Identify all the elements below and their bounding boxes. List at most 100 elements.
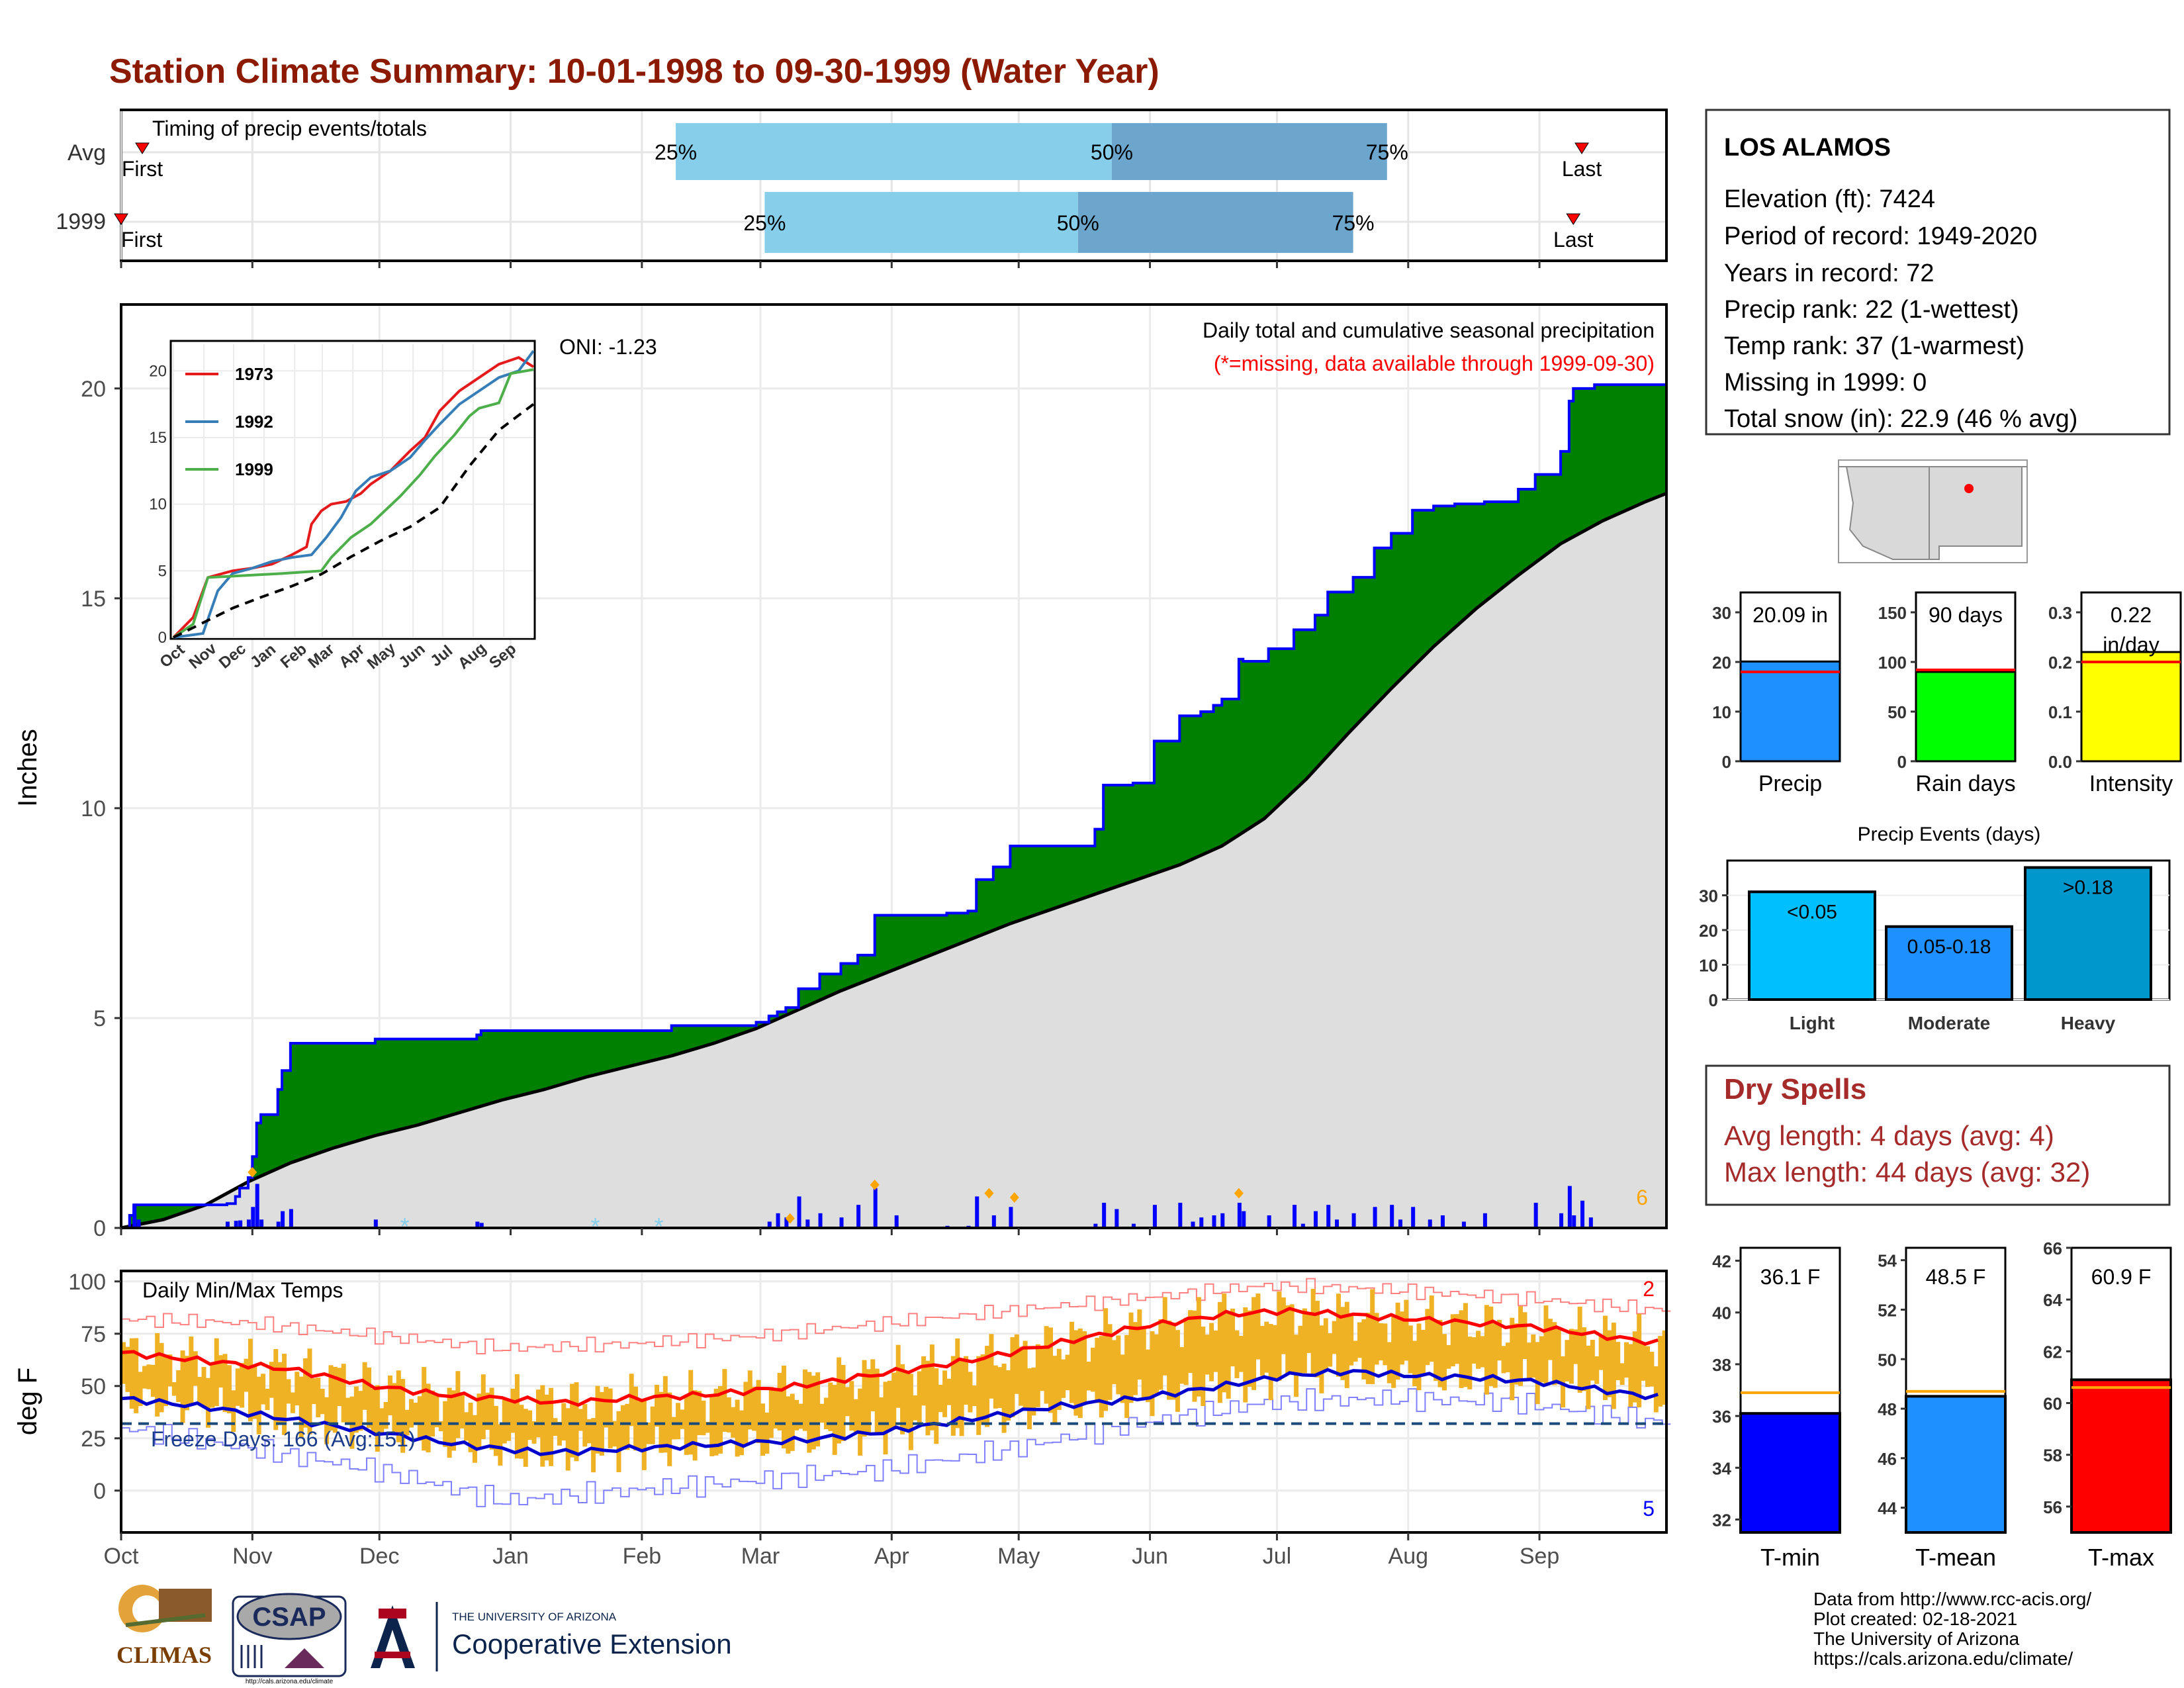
daily-temp-bar <box>1378 1323 1383 1361</box>
daily-temp-bar <box>735 1399 740 1457</box>
temp-summary-ytick-label: 44 <box>1878 1499 1897 1519</box>
daily-temp-bar <box>832 1385 837 1455</box>
daily-temp-bar <box>655 1385 660 1427</box>
daily-temp-bar <box>409 1399 414 1428</box>
ua-logo: THE UNIVERSITY OF ARIZONA Cooperative Ex… <box>363 1602 732 1671</box>
daily-temp-bar <box>929 1344 934 1430</box>
daily-temp-bar <box>1637 1313 1642 1408</box>
temp-summary-ytick-label: 62 <box>2043 1342 2062 1362</box>
record-max-line <box>121 1278 1671 1354</box>
credit-line: https://cals.arizona.edu/climate/ <box>1813 1648 2073 1669</box>
events-bar <box>1748 890 1876 1001</box>
precip-ytick-label: 0 <box>93 1216 106 1241</box>
daily-temp-bar <box>341 1364 346 1423</box>
daily-temp-bar <box>1383 1323 1388 1366</box>
daily-temp-bar <box>531 1421 537 1444</box>
daily-temp-bar <box>379 1408 385 1434</box>
daily-temp-bar <box>849 1381 854 1431</box>
temp-ylabel: deg F <box>13 1368 42 1435</box>
daily-temp-bar <box>171 1382 177 1396</box>
month-label: Nov <box>232 1544 272 1569</box>
daily-temp-bar <box>430 1390 435 1437</box>
daily-temp-bar <box>722 1369 727 1432</box>
daily-temp-bar <box>578 1409 583 1431</box>
daily-precip-bar <box>276 1221 281 1228</box>
daily-temp-bar <box>388 1375 393 1416</box>
daily-temp-bar <box>1582 1327 1587 1391</box>
daily-temp-bar <box>549 1387 554 1466</box>
station-line: Period of record: 1949-2020 <box>1724 222 2037 250</box>
daily-temp-bar <box>1336 1293 1342 1377</box>
daily-temp-bar <box>620 1405 625 1449</box>
daily-temp-bar <box>324 1397 330 1444</box>
daily-temp-bar <box>1416 1323 1422 1391</box>
daily-temp-bar <box>841 1364 846 1441</box>
daily-precip-bar <box>234 1221 238 1228</box>
inset-ytick-label: 15 <box>149 429 167 447</box>
daily-precip-bar <box>1199 1217 1204 1228</box>
daily-precip-bar <box>1326 1205 1331 1228</box>
daily-temp-bar <box>1056 1348 1062 1410</box>
daily-temp-bar <box>1484 1305 1489 1395</box>
temp-panel-title: Daily Min/Max Temps <box>142 1278 343 1302</box>
daily-temp-bar <box>667 1392 672 1466</box>
daily-temp-bar <box>1569 1329 1574 1384</box>
summary-bar <box>1915 671 2017 763</box>
daily-precip-bar <box>1009 1207 1013 1228</box>
events-ytick-label: 30 <box>1699 886 1718 906</box>
daily-temp-bar <box>1095 1337 1100 1403</box>
daily-temp-bar <box>612 1421 617 1447</box>
daily-temp-bar <box>1645 1346 1651 1387</box>
daily-temp-bar <box>713 1388 719 1456</box>
daily-temp-bar <box>1619 1363 1625 1385</box>
daily-temp-bar <box>557 1422 562 1446</box>
daily-temp-bar <box>362 1362 367 1410</box>
daily-temp-bar <box>506 1399 512 1441</box>
daily-temp-bar <box>1603 1315 1608 1401</box>
cumulative-precip-line <box>121 383 1666 1229</box>
daily-temp-bar <box>1146 1349 1151 1403</box>
daily-temp-bar <box>837 1357 842 1444</box>
daily-precip-bar <box>1237 1202 1242 1228</box>
inset-ytick-label: 10 <box>149 496 167 514</box>
daily-temp-bar <box>240 1363 245 1408</box>
daily-temp-bar <box>1463 1303 1468 1387</box>
daily-temp-bar <box>155 1333 160 1417</box>
daily-temp-bar <box>887 1380 892 1429</box>
daily-temp-bar <box>1082 1331 1087 1405</box>
daily-temp-bar <box>1251 1297 1257 1390</box>
daily-temp-bar <box>1492 1323 1498 1388</box>
daily-temp-bar <box>1158 1319 1163 1390</box>
temp-ytick-label: 0 <box>93 1479 106 1504</box>
daily-temp-bar <box>938 1384 943 1413</box>
daily-precip-bar <box>1482 1213 1487 1228</box>
daily-temp-bar <box>917 1371 922 1423</box>
temp-ytick-label: 50 <box>81 1374 106 1399</box>
daily-temp-bar <box>879 1397 884 1432</box>
daily-temp-bar <box>993 1365 998 1409</box>
temp-summary-ytick-label: 34 <box>1712 1458 1731 1478</box>
daily-temp-bar <box>1433 1321 1439 1382</box>
daily-temp-bar <box>752 1386 757 1431</box>
daily-temp-bar <box>443 1401 448 1447</box>
timing-bar-lower <box>764 192 1078 253</box>
daily-temp-bar <box>684 1394 689 1455</box>
daily-temp-bar <box>1387 1342 1392 1383</box>
precip-panel-subtitle: (*=missing, data available through 1999-… <box>1214 352 1655 375</box>
summary-bar <box>2080 651 2182 763</box>
daily-temp-bar <box>353 1386 359 1433</box>
daily-temp-bar <box>794 1399 799 1430</box>
snow-marker: * <box>654 1213 663 1240</box>
daily-temp-bar <box>438 1421 443 1432</box>
timing-bar-upper <box>1077 192 1353 253</box>
daily-temp-bar <box>426 1383 431 1453</box>
daily-temp-bar <box>248 1338 253 1422</box>
daily-temp-bar <box>176 1370 181 1403</box>
freeze-days-label: Freeze Days: 166 (Avg:151) <box>151 1427 416 1451</box>
location-map <box>1838 459 2028 563</box>
daily-temp-bar <box>163 1355 168 1407</box>
daily-temp-bar <box>413 1403 418 1423</box>
month-label: Jun <box>1132 1544 1168 1569</box>
temp-summary-ytick-label: 40 <box>1712 1303 1731 1323</box>
daily-temp-bar <box>1238 1336 1244 1372</box>
